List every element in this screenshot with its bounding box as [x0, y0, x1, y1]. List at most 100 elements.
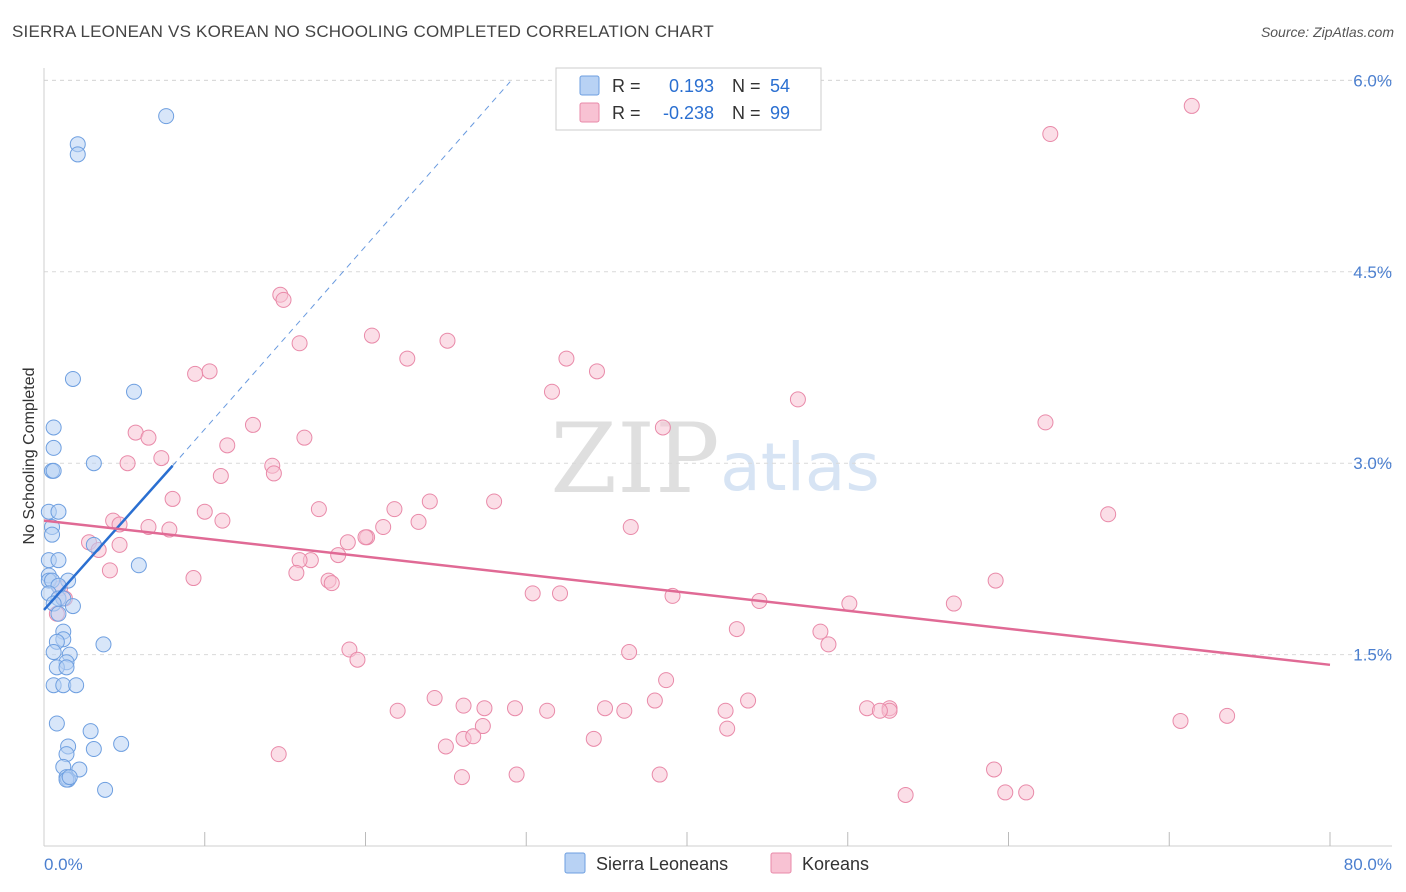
trend-line-blue [43, 464, 174, 611]
stats-legend-swatch-pink [579, 102, 600, 123]
legend-swatch-koreans [770, 852, 792, 874]
korean-point [812, 623, 829, 640]
korean-point [244, 416, 261, 433]
sierra-leonean-point [113, 735, 130, 752]
sierra-leonean-point [45, 439, 62, 456]
korean-point [439, 332, 456, 349]
korean-point [859, 700, 876, 717]
korean-point [585, 730, 602, 747]
watermark: ZIP atlas [550, 403, 879, 515]
korean-point [214, 512, 231, 529]
sierra-leonean-point [50, 605, 67, 622]
stats-n-label-pink: N = [732, 103, 761, 123]
korean-point [474, 718, 491, 735]
korean-point [616, 702, 633, 719]
korean-point [986, 761, 1003, 778]
trend-lines [43, 81, 1331, 667]
korean-point [187, 365, 204, 382]
korean-point [465, 728, 482, 745]
series-sierra-leoneans-points [40, 108, 175, 798]
x-tick-label-min: 0.0% [44, 855, 83, 874]
sierra-leonean-point [95, 636, 112, 653]
stats-r-value-pink: -0.238 [663, 103, 714, 123]
korean-point [558, 350, 575, 367]
korean-point [1100, 506, 1117, 523]
legend-label-koreans: Koreans [802, 854, 869, 874]
korean-point [410, 513, 427, 530]
stats-r-value-blue: 0.193 [669, 76, 714, 96]
y-tick-labels: 1.5% 3.0% 4.5% 6.0% [1353, 71, 1392, 664]
korean-point [119, 455, 136, 472]
bottom-legend: Sierra Leoneans Koreans [564, 852, 869, 874]
stats-n-value-blue: 54 [770, 76, 790, 96]
korean-point [437, 738, 454, 755]
sierra-leonean-point [45, 462, 62, 479]
korean-point [453, 769, 470, 786]
korean-point [310, 501, 327, 518]
korean-point [140, 429, 157, 446]
korean-point [588, 363, 605, 380]
sierra-leonean-point [85, 455, 102, 472]
korean-point [399, 350, 416, 367]
y-axis-label: No Schooling Completed [21, 368, 38, 545]
korean-point [841, 595, 858, 612]
stats-legend: R = 0.193 N = 54 R = -0.238 N = 99 [555, 67, 822, 131]
korean-point [296, 429, 313, 446]
legend-label-sierra-leoneans: Sierra Leoneans [596, 854, 728, 874]
korean-point [201, 363, 218, 380]
korean-point [375, 519, 392, 535]
korean-point [820, 636, 837, 653]
korean-point [654, 419, 671, 436]
korean-point [455, 697, 472, 714]
korean-point [1042, 125, 1059, 142]
korean-point [997, 784, 1014, 801]
sierra-leonean-point [85, 741, 102, 758]
korean-point [1018, 784, 1035, 801]
korean-point [622, 519, 639, 535]
sierra-leonean-point [68, 677, 85, 694]
stats-r-label-pink: R = [612, 103, 641, 123]
sierra-leonean-point [64, 370, 81, 387]
y-tick-label: 3.0% [1353, 454, 1392, 473]
korean-point [323, 575, 340, 592]
y-tick-label: 1.5% [1353, 646, 1392, 665]
watermark-atlas: atlas [720, 429, 880, 506]
sierra-leonean-point [82, 723, 99, 740]
korean-point [421, 493, 438, 510]
sierra-leonean-point [126, 383, 143, 400]
sierra-leonean-point [158, 108, 175, 125]
korean-point [871, 702, 888, 719]
trend-line-pink [43, 519, 1331, 667]
chart-title: SIERRA LEONEAN VS KOREAN NO SCHOOLING CO… [12, 22, 714, 41]
korean-point [357, 529, 374, 546]
korean-point [288, 564, 305, 581]
korean-point [389, 702, 406, 719]
korean-point [275, 291, 292, 308]
series-koreans-points [48, 97, 1236, 803]
korean-point [476, 700, 493, 717]
korean-point [363, 327, 380, 344]
korean-point [185, 570, 202, 587]
watermark-zip: ZIP [550, 403, 719, 515]
sierra-leonean-point [45, 419, 62, 436]
sierra-leonean-point [48, 715, 65, 732]
korean-point [291, 335, 308, 352]
korean-point [897, 786, 914, 803]
sierra-leonean-point [85, 536, 102, 553]
korean-point [717, 702, 734, 719]
korean-point [524, 585, 541, 602]
korean-point [219, 437, 236, 454]
stats-n-value-pink: 99 [770, 103, 790, 123]
stats-legend-swatch-blue [579, 75, 600, 96]
sierra-leonean-point [97, 781, 114, 798]
source-label: Source: ZipAtlas.com [1260, 24, 1394, 40]
stats-r-label-blue: R = [612, 76, 641, 96]
korean-point [153, 450, 170, 467]
sierra-leonean-point [64, 598, 81, 615]
sierra-leonean-point [50, 552, 67, 569]
korean-point [552, 585, 569, 602]
korean-point [1219, 707, 1236, 724]
y-tick-label: 4.5% [1353, 263, 1392, 282]
sierra-leonean-point [58, 659, 75, 676]
